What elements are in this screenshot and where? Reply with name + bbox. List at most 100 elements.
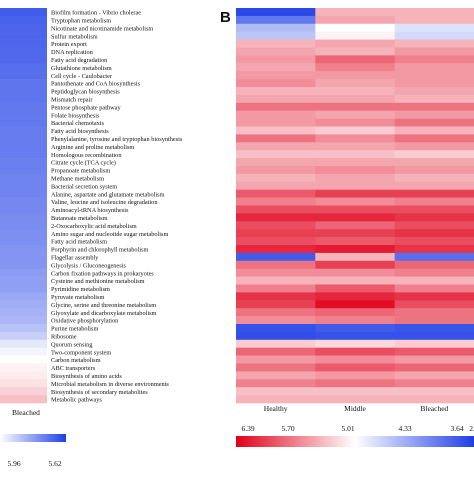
panel-b-cell bbox=[315, 87, 396, 96]
panel-b-cell bbox=[394, 142, 474, 151]
panel-b-cell bbox=[315, 379, 396, 388]
panel-a-cell bbox=[0, 94, 47, 104]
panel-b-cell bbox=[236, 268, 316, 277]
panel-a-cell bbox=[0, 39, 47, 48]
panel-a-cell bbox=[0, 31, 47, 40]
panel-b-cell bbox=[236, 245, 316, 254]
panel-b-cell bbox=[394, 181, 474, 190]
panel-a-cell bbox=[0, 371, 47, 380]
panel-b-cell bbox=[394, 324, 474, 333]
pathway-label: Fatty acid degradation bbox=[51, 57, 108, 64]
panel-b-colorbar-tick: 5.70 bbox=[281, 424, 294, 433]
panel-b-cell bbox=[236, 142, 316, 151]
panel-a-colorbar-tick: 5.62 bbox=[48, 459, 61, 468]
pathway-label: Glyoxylate and dicarboxylate metabolism bbox=[51, 310, 157, 317]
pathway-label: Glycine, serine and threonine metabolism bbox=[51, 302, 156, 309]
pathway-label: Aminoacyl-tRNA biosynthesis bbox=[51, 207, 129, 214]
panel-b-cell bbox=[315, 371, 396, 380]
panel-b-colorbar-tick: 6.39 bbox=[241, 424, 254, 433]
panel-b-cell bbox=[236, 316, 316, 325]
panel-b-cell bbox=[394, 87, 474, 96]
pathway-label: Glycolysis / Gluconeogenesis bbox=[51, 262, 126, 269]
pathway-label: Sulfur metabolism bbox=[51, 33, 98, 40]
panel-b-cell bbox=[394, 79, 474, 88]
panel-a-cell bbox=[0, 324, 47, 333]
panel-b-heatmap: B Healthy Middle Bleached 6.39 5.70 5.01 4.33 3… bbox=[220, 8, 474, 447]
panel-a-cell bbox=[0, 213, 47, 222]
panel-b-cell bbox=[394, 268, 474, 277]
panel-b-cell bbox=[394, 395, 474, 404]
pathway-label: Phenylalanine, tyrosine and tryptophan b… bbox=[51, 136, 183, 143]
panel-a-cell bbox=[0, 158, 47, 167]
panel-b-cell bbox=[315, 347, 396, 356]
panel-b-cell bbox=[236, 173, 316, 183]
panel-a-cell bbox=[0, 331, 47, 341]
panel-b-cell bbox=[236, 300, 316, 309]
panel-a-cell bbox=[0, 316, 47, 325]
panel-b-cell bbox=[315, 150, 396, 159]
panel-a-cell bbox=[0, 355, 47, 364]
panel-a-cell bbox=[0, 276, 47, 285]
panel-b-cell bbox=[394, 166, 474, 175]
panel-b-cell bbox=[236, 55, 316, 64]
panel-b-cell bbox=[394, 308, 474, 317]
panel-a-cell bbox=[0, 47, 47, 56]
pathway-label: Biofilm formation - Vibrio cholerae bbox=[51, 10, 141, 17]
panel-a-colorbar-tick: 5.96 bbox=[7, 459, 20, 468]
panel-b-column-label: Bleached bbox=[420, 404, 448, 413]
panel-b-cell bbox=[315, 31, 396, 40]
panel-b-cell bbox=[394, 150, 474, 159]
panel-a-cell bbox=[0, 363, 47, 372]
pathway-label: Carbon fixation pathways in prokaryotes bbox=[51, 270, 154, 277]
panel-b-cell bbox=[394, 371, 474, 380]
panel-b-cell bbox=[236, 63, 316, 72]
pathway-label: Fatty acid biosynthesis bbox=[51, 128, 109, 135]
panel-a-cell bbox=[0, 173, 47, 183]
panel-b-cell bbox=[315, 363, 396, 372]
panel-a-cell bbox=[0, 71, 47, 80]
panel-b-cell bbox=[394, 355, 474, 364]
panel-b-cell bbox=[236, 158, 316, 167]
panel-b-cell bbox=[236, 276, 316, 285]
panel-b-cell bbox=[315, 142, 396, 151]
panel-b-cell bbox=[315, 324, 396, 333]
pathway-label: Biosynthesis of amino acids bbox=[51, 373, 122, 380]
panel-b-cell bbox=[315, 355, 396, 364]
pathway-label: Protein export bbox=[51, 41, 87, 48]
panel-b-cell bbox=[236, 331, 316, 341]
panel-b-cell bbox=[236, 71, 316, 80]
pathway-label: Glutathione metabolism bbox=[51, 65, 112, 72]
panel-b-cell bbox=[394, 347, 474, 356]
panel-b-cell bbox=[315, 308, 396, 317]
panel-a-cell bbox=[0, 268, 47, 277]
panel-b-cell bbox=[236, 31, 316, 40]
pathway-label: Amino sugar and nucleotide sugar metabol… bbox=[51, 231, 168, 238]
pathway-label: 2-Oxocarboxylic acid metabolism bbox=[51, 223, 137, 230]
panel-a-cell bbox=[0, 252, 47, 262]
panel-b-cell bbox=[394, 379, 474, 388]
panel-b-colorbar bbox=[236, 436, 474, 447]
panel-b-colorbar-tick: 2. bbox=[469, 424, 474, 433]
panel-b-cell bbox=[236, 110, 316, 119]
panel-b-cell bbox=[315, 39, 396, 48]
panel-b-cell bbox=[315, 205, 396, 214]
panel-b-cell bbox=[315, 237, 396, 246]
panel-a-cell bbox=[0, 118, 47, 127]
panel-a-cell bbox=[0, 166, 47, 175]
pathway-label: Cell cycle - Caulobacter bbox=[51, 73, 113, 80]
panel-b-cell bbox=[394, 252, 474, 262]
pathway-label: Cysteine and methionine metabolism bbox=[51, 278, 145, 285]
panel-b-cell bbox=[394, 110, 474, 119]
panel-b-letter: B bbox=[220, 9, 231, 26]
panel-b-cell bbox=[394, 118, 474, 127]
panel-b-cell bbox=[236, 8, 316, 17]
panel-b-cell bbox=[394, 23, 474, 32]
panel-a-cell bbox=[0, 181, 47, 190]
panel-b-cell bbox=[236, 363, 316, 372]
pathway-label: Methane metabolism bbox=[51, 176, 104, 183]
pathway-label: Flagellar assembly bbox=[51, 255, 99, 262]
pathway-label: Valine, leucine and isoleucine degradati… bbox=[51, 199, 158, 206]
panel-b-cell bbox=[394, 197, 474, 206]
panel-b-cell bbox=[236, 347, 316, 356]
